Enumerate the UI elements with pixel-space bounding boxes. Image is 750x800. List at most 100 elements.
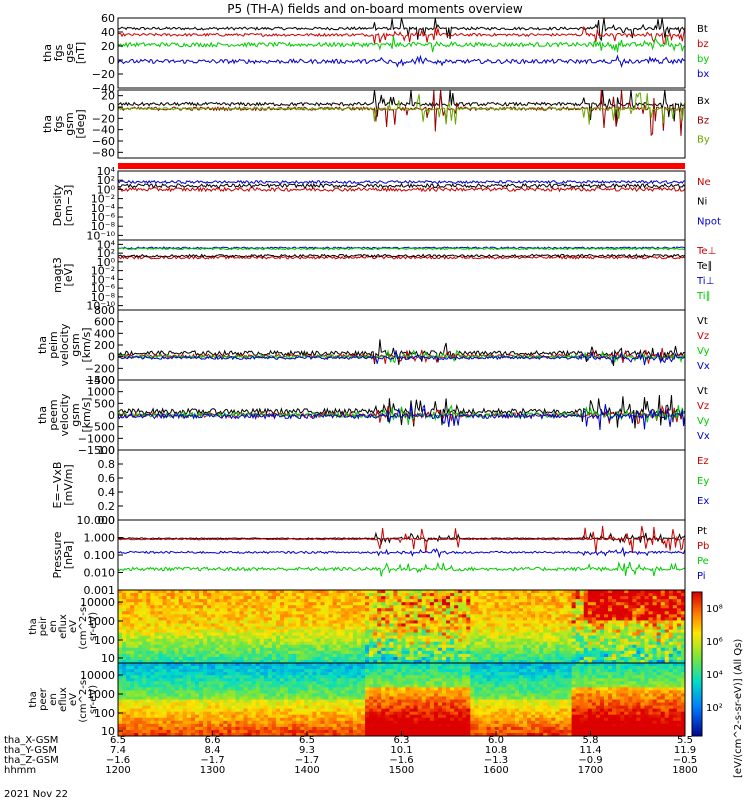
heat-cell bbox=[344, 605, 350, 609]
heat-cell bbox=[446, 644, 451, 649]
heat-cell bbox=[571, 647, 577, 652]
heat-cell bbox=[280, 593, 285, 597]
heat-cell bbox=[130, 690, 135, 694]
heat-cell bbox=[146, 629, 151, 633]
heat-cell bbox=[417, 644, 423, 649]
heat-cell bbox=[405, 629, 410, 633]
heat-cell bbox=[668, 590, 674, 594]
heat-cell bbox=[158, 611, 163, 615]
heat-cell bbox=[527, 644, 532, 649]
heat-cell bbox=[231, 620, 236, 624]
heat-cell bbox=[182, 681, 188, 685]
heat-cell bbox=[437, 617, 443, 621]
heat-cell bbox=[316, 605, 321, 609]
panel-frame bbox=[117, 519, 686, 591]
heat-cell bbox=[377, 593, 382, 597]
heat-cell bbox=[158, 626, 163, 630]
heat-cell bbox=[247, 666, 253, 670]
heat-cell bbox=[401, 605, 406, 609]
heat-cell bbox=[162, 614, 167, 618]
heat-cell bbox=[336, 614, 342, 618]
heat-cell bbox=[652, 644, 658, 649]
heat-cell bbox=[219, 647, 224, 652]
heat-cell bbox=[332, 702, 338, 706]
heat-cell bbox=[510, 647, 516, 652]
heat-cell bbox=[251, 726, 257, 731]
heat-cell bbox=[344, 641, 350, 646]
heat-cell bbox=[320, 717, 325, 722]
y-axis-label: Pressure bbox=[51, 531, 64, 578]
heat-cell bbox=[636, 653, 641, 658]
heat-cell bbox=[676, 590, 682, 594]
heat-cell bbox=[190, 641, 196, 646]
heat-cell bbox=[231, 711, 236, 716]
heat-cell bbox=[599, 590, 605, 594]
heat-cell bbox=[506, 647, 512, 652]
heat-cell bbox=[138, 593, 143, 597]
heat-cell bbox=[676, 653, 682, 658]
heat-cell bbox=[259, 629, 265, 633]
heat-cell bbox=[429, 629, 435, 633]
y-tick-label: 0.0 bbox=[98, 514, 116, 527]
heat-cell bbox=[259, 626, 265, 630]
heat-cell bbox=[579, 596, 585, 600]
heat-cell bbox=[182, 702, 188, 706]
heat-cell bbox=[215, 653, 220, 658]
heat-cell bbox=[433, 644, 439, 649]
heat-cell bbox=[255, 675, 261, 679]
heat-cell bbox=[251, 684, 257, 688]
heat-cell bbox=[417, 650, 423, 655]
heat-cell bbox=[320, 611, 325, 615]
heat-cell bbox=[425, 626, 431, 630]
heat-cell bbox=[462, 641, 467, 646]
heat-cell bbox=[219, 638, 224, 643]
heat-cell bbox=[365, 605, 370, 609]
heat-cell bbox=[381, 641, 386, 646]
heat-cell bbox=[190, 723, 196, 728]
heat-cell bbox=[523, 629, 528, 633]
heat-cell bbox=[348, 626, 354, 630]
heat-cell bbox=[348, 614, 354, 618]
heat-cell bbox=[162, 590, 167, 594]
heat-cell bbox=[219, 732, 224, 737]
heat-cell bbox=[292, 711, 297, 716]
heat-cell bbox=[340, 632, 346, 637]
heat-cell bbox=[664, 614, 670, 618]
heat-cell bbox=[527, 614, 532, 618]
heat-cell bbox=[543, 641, 548, 646]
heat-cell bbox=[608, 632, 613, 637]
heat-cell bbox=[170, 681, 176, 685]
heat-cell bbox=[284, 720, 289, 725]
heat-cell bbox=[571, 599, 577, 603]
heat-cell bbox=[490, 623, 496, 627]
heat-cell bbox=[466, 650, 471, 655]
heat-cell bbox=[194, 647, 200, 652]
heat-cell bbox=[490, 632, 496, 637]
series-line bbox=[117, 89, 686, 124]
heat-cell bbox=[361, 650, 366, 655]
heat-cell bbox=[486, 626, 491, 630]
heat-cell bbox=[454, 611, 459, 615]
heat-cell bbox=[134, 623, 139, 627]
heat-cell bbox=[385, 593, 390, 597]
heat-cell bbox=[575, 650, 581, 655]
heat-cell bbox=[652, 617, 658, 621]
heat-cell bbox=[559, 602, 564, 606]
heat-cell bbox=[227, 678, 232, 682]
heat-cell bbox=[547, 611, 552, 615]
heat-cell bbox=[591, 617, 597, 621]
heat-cell bbox=[186, 650, 192, 655]
heat-cell bbox=[219, 708, 224, 713]
heat-cell bbox=[186, 641, 192, 646]
heat-cell bbox=[239, 656, 244, 661]
heat-cell bbox=[308, 623, 313, 627]
heat-cell bbox=[470, 602, 475, 606]
y-tick-label: 40 bbox=[101, 26, 115, 39]
heat-cell bbox=[539, 596, 544, 600]
heat-cell bbox=[486, 653, 491, 658]
heat-cell bbox=[535, 650, 540, 655]
heat-cell bbox=[288, 653, 293, 658]
heat-cell bbox=[219, 714, 224, 719]
heat-cell bbox=[599, 635, 605, 640]
heat-cell bbox=[413, 641, 419, 646]
